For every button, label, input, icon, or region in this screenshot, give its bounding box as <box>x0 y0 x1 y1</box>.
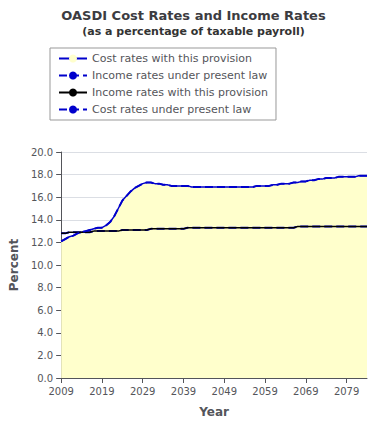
svg-text:4.0: 4.0 <box>37 327 53 338</box>
svg-text:2.0: 2.0 <box>37 350 53 361</box>
svg-text:20.0: 20.0 <box>31 147 53 158</box>
svg-text:2019: 2019 <box>89 386 114 397</box>
svg-text:16.0: 16.0 <box>31 192 53 203</box>
svg-text:14.0: 14.0 <box>31 214 53 225</box>
svg-text:Percent: Percent <box>7 239 21 292</box>
svg-text:Cost rates with this provision: Cost rates with this provision <box>92 52 252 65</box>
svg-text:Income rates with this provisi: Income rates with this provision <box>92 86 268 99</box>
svg-text:2069: 2069 <box>293 386 318 397</box>
svg-text:OASDI Cost Rates and Income Ra: OASDI Cost Rates and Income Rates <box>61 8 326 23</box>
svg-text:2059: 2059 <box>252 386 277 397</box>
svg-text:2009: 2009 <box>48 386 73 397</box>
svg-text:2039: 2039 <box>171 386 196 397</box>
svg-text:Income rates under present law: Income rates under present law <box>92 69 267 82</box>
svg-text:8.0: 8.0 <box>37 282 53 293</box>
svg-text:(as a percentage of taxable pa: (as a percentage of taxable payroll) <box>82 25 304 38</box>
svg-text:0.0: 0.0 <box>37 373 53 384</box>
svg-text:2029: 2029 <box>130 386 155 397</box>
svg-text:2049: 2049 <box>212 386 237 397</box>
svg-text:6.0: 6.0 <box>37 305 53 316</box>
svg-text:2079: 2079 <box>334 386 359 397</box>
svg-text:Year: Year <box>198 405 229 419</box>
svg-text:Cost rates under present law: Cost rates under present law <box>92 103 251 116</box>
svg-text:12.0: 12.0 <box>31 237 53 248</box>
svg-text:10.0: 10.0 <box>31 260 53 271</box>
svg-text:18.0: 18.0 <box>31 169 53 180</box>
